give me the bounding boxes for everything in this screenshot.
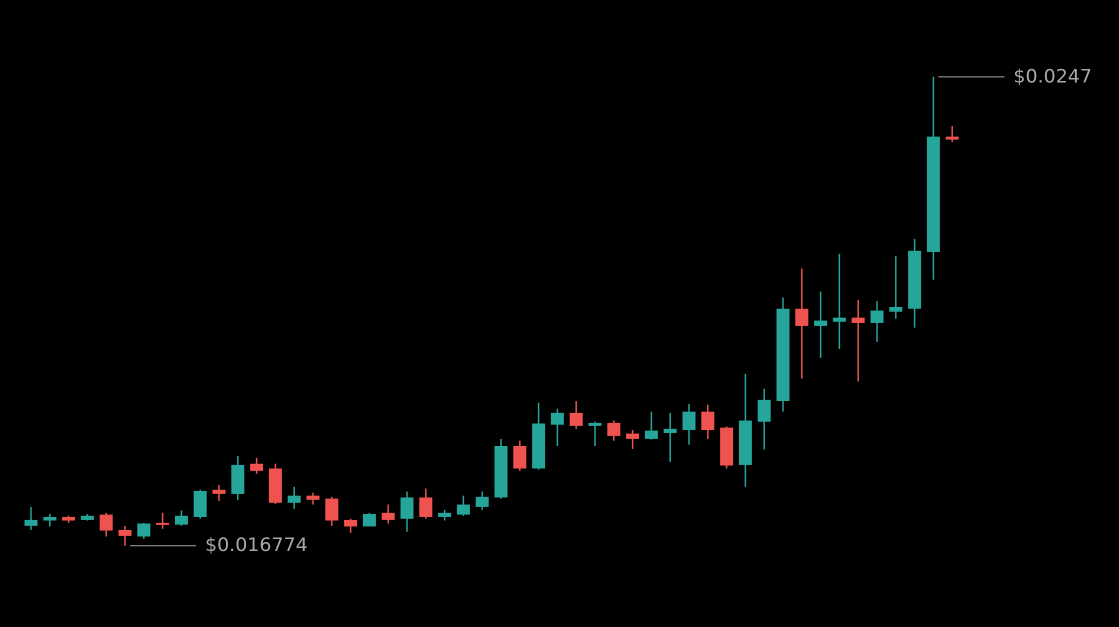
- candle-body: [419, 497, 433, 517]
- candle-body: [494, 445, 508, 498]
- candle-body: [268, 468, 282, 503]
- candle-body: [908, 250, 922, 309]
- candle-body: [400, 497, 414, 519]
- annotation-label: $0.016774: [205, 534, 308, 556]
- candle-body: [344, 519, 358, 527]
- candle-body: [550, 412, 564, 425]
- candle-body: [381, 512, 395, 520]
- candle-body: [137, 523, 151, 537]
- candle-body: [156, 522, 170, 525]
- candle-body: [663, 428, 677, 433]
- candle-body: [926, 136, 940, 252]
- candle-body: [193, 490, 207, 517]
- candle-body: [626, 433, 640, 439]
- candle-body: [438, 512, 452, 517]
- candle-body: [776, 308, 790, 402]
- candle-body: [306, 495, 320, 500]
- candle-body: [475, 496, 489, 507]
- candle-body: [231, 464, 245, 494]
- candle-body: [250, 463, 264, 471]
- candle-body: [814, 320, 828, 326]
- candle-body: [62, 516, 76, 521]
- candle-body: [513, 445, 527, 469]
- candle-body: [607, 422, 621, 436]
- candle-body: [945, 136, 959, 140]
- candle-body: [80, 515, 94, 520]
- candle-body: [588, 422, 602, 426]
- candle-body: [174, 515, 188, 525]
- candle-body: [287, 495, 301, 503]
- candle-body: [738, 420, 752, 465]
- candle-body: [757, 399, 771, 422]
- candle-body: [832, 317, 846, 322]
- candle-body: [532, 423, 546, 469]
- candle-body: [99, 514, 113, 531]
- candle-body: [43, 516, 57, 521]
- candle-body: [569, 412, 583, 426]
- candle-body: [851, 317, 865, 323]
- candle-body: [795, 308, 809, 326]
- candle-body: [644, 430, 658, 439]
- candle-body: [456, 504, 470, 515]
- candle-body: [870, 310, 884, 323]
- candle-body: [889, 306, 903, 312]
- candle-body: [701, 411, 715, 431]
- candle-body: [24, 519, 38, 526]
- candle-body: [212, 489, 226, 494]
- candle-body: [325, 498, 339, 521]
- candle-body: [682, 411, 696, 431]
- candle-body: [720, 427, 734, 466]
- annotation-label: $0.0247: [1013, 65, 1092, 87]
- candle-body: [362, 514, 376, 527]
- candle-body: [118, 529, 132, 536]
